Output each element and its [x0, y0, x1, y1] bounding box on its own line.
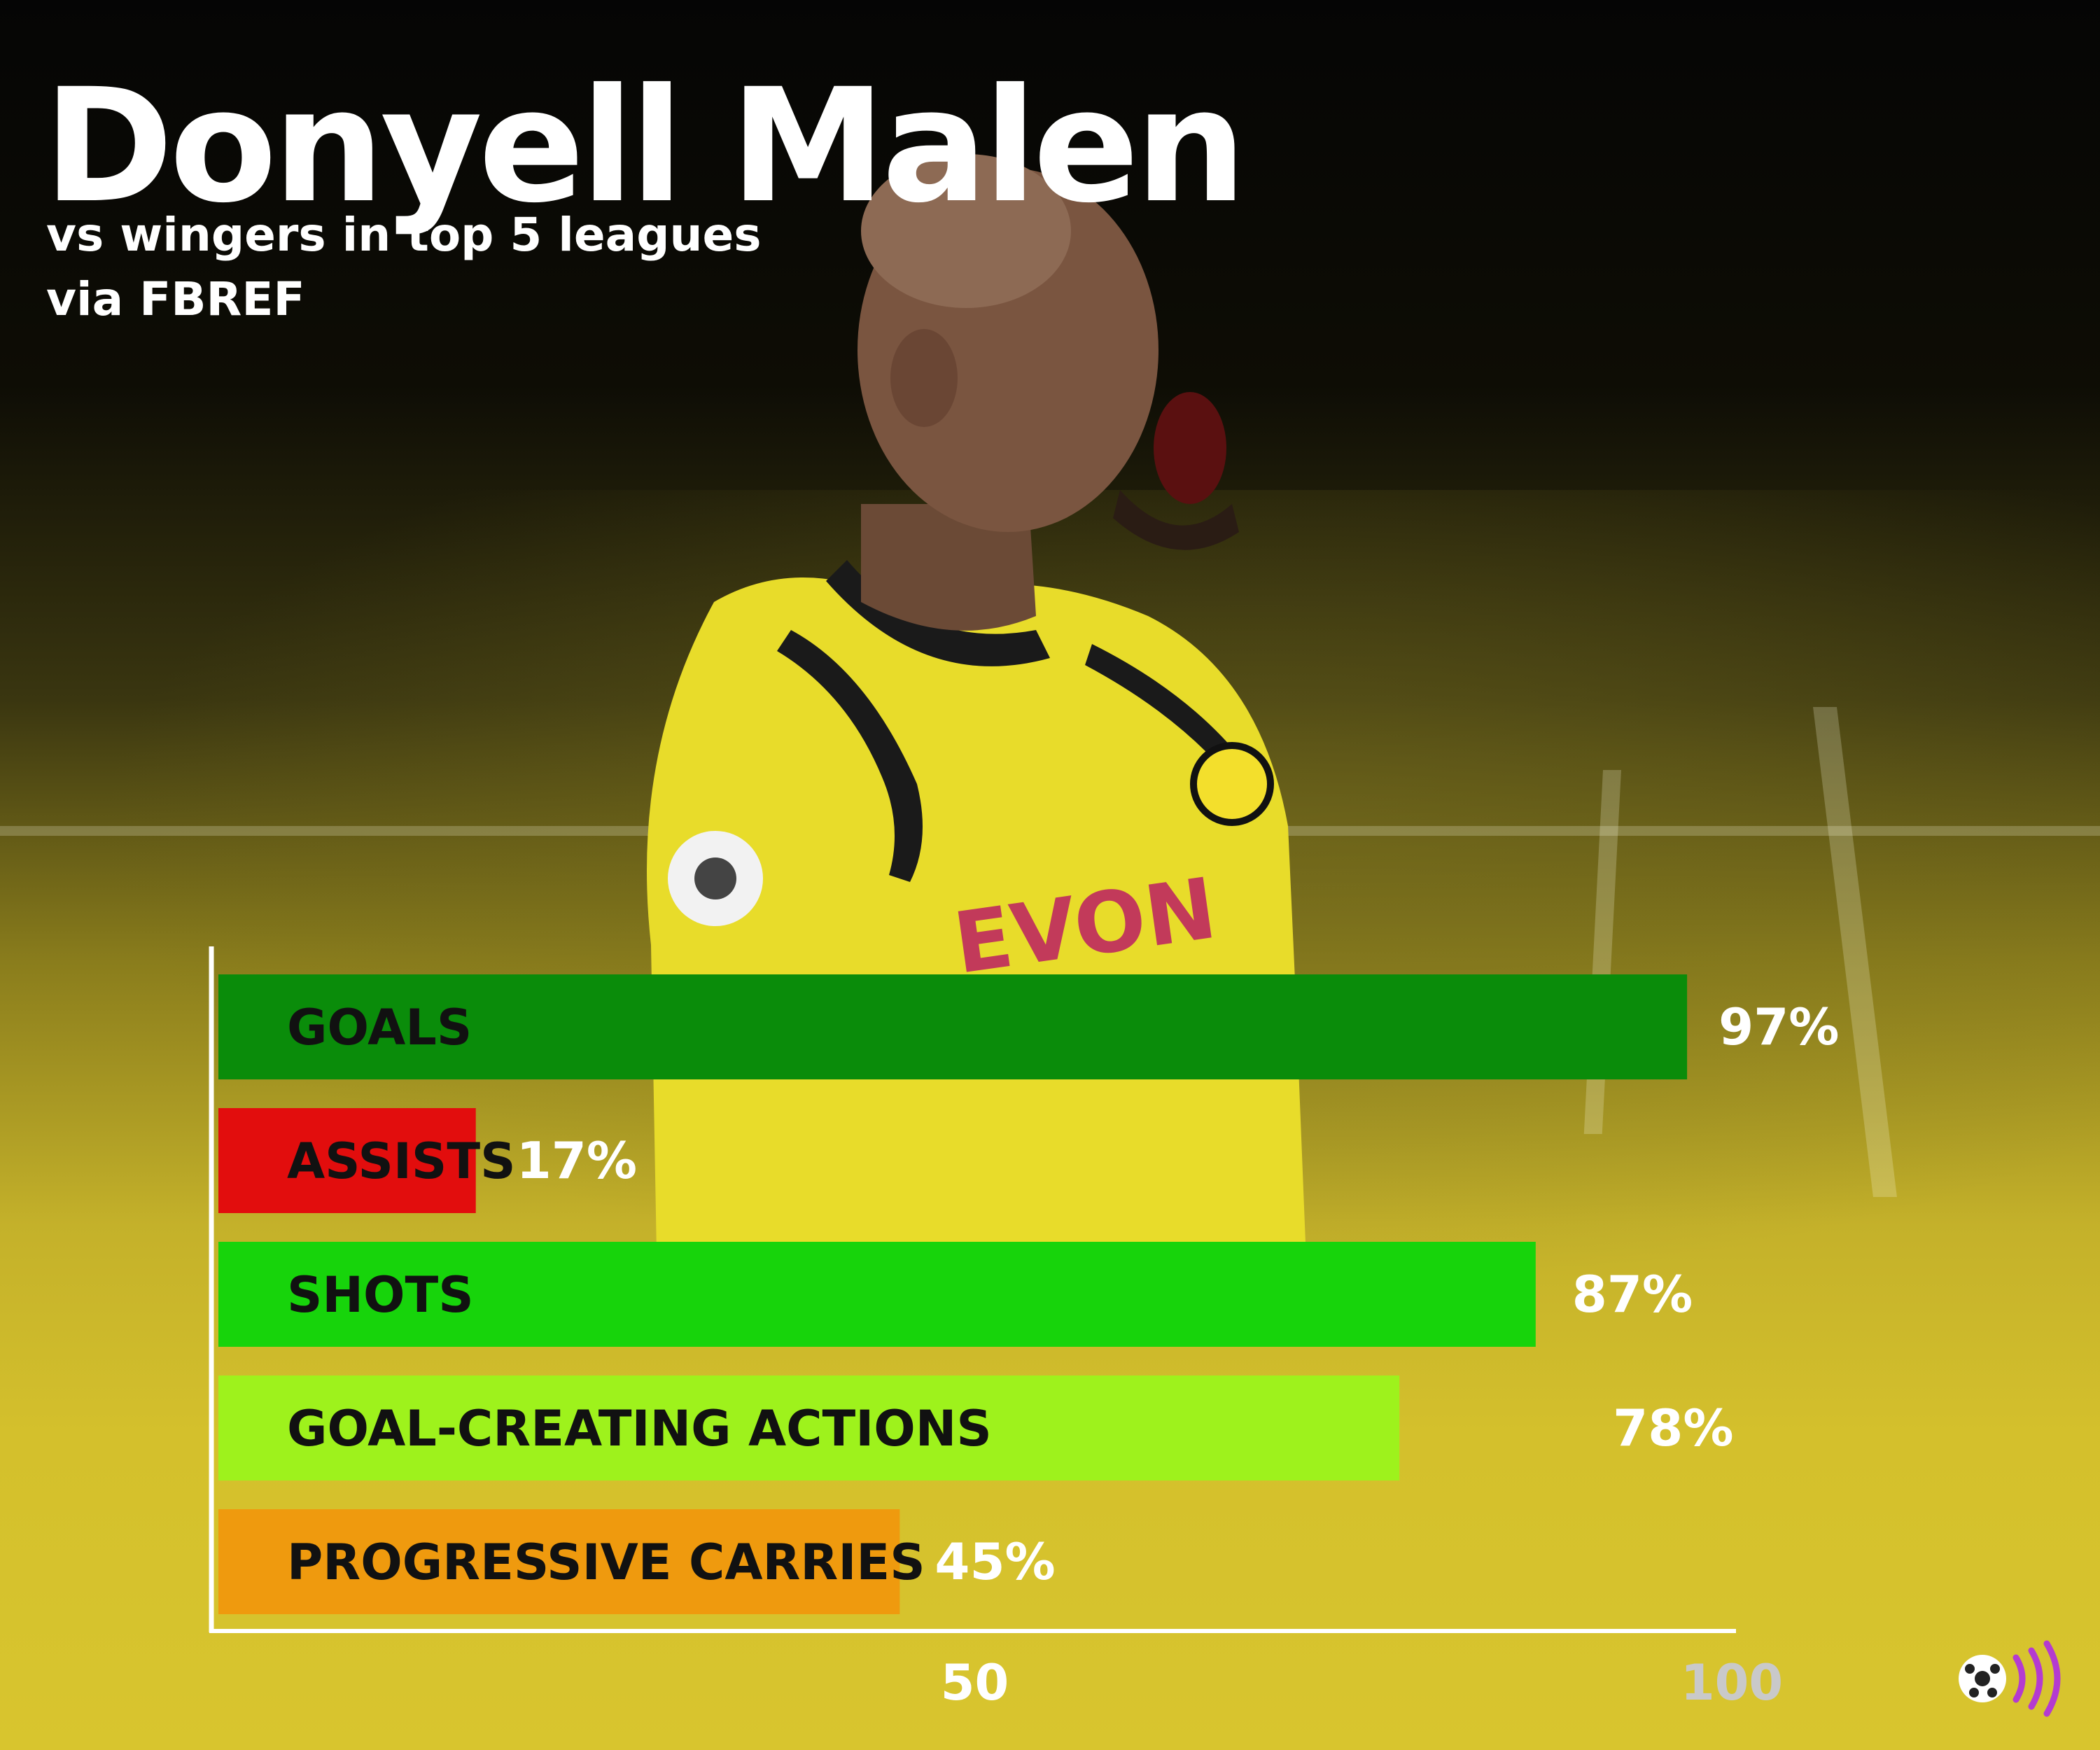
bar: [218, 1376, 1400, 1480]
bar: [218, 1509, 900, 1614]
x-tick-label: 50: [941, 1654, 1009, 1712]
bar: [218, 974, 1688, 1079]
value-label: 97%: [1718, 997, 1839, 1056]
category-label: ASSISTS: [287, 1133, 515, 1190]
page-title: Donyell Malen: [43, 55, 1247, 237]
category-label: GOALS: [287, 999, 472, 1056]
value-label: 87%: [1572, 1265, 1693, 1324]
football-signal-logo-icon: [1959, 1640, 2061, 1717]
subtitle-line: vs wingers in top 5 leagues: [46, 208, 762, 262]
category-label: GOAL-CREATING ACTIONS: [287, 1400, 992, 1457]
value-label: 78%: [1613, 1399, 1733, 1457]
category-label: SHOTS: [287, 1266, 474, 1324]
bar: [218, 1242, 1536, 1347]
value-label: 17%: [517, 1131, 637, 1190]
subtitle: vs wingers in top 5 leagues via FBREF: [46, 203, 762, 332]
subtitle-line: via FBREF: [46, 272, 305, 326]
value-label: 45%: [934, 1532, 1055, 1591]
x-tick-label: 100: [1681, 1654, 1783, 1712]
category-label: PROGRESSIVE CARRIES: [287, 1534, 925, 1591]
bar: [218, 1108, 476, 1213]
